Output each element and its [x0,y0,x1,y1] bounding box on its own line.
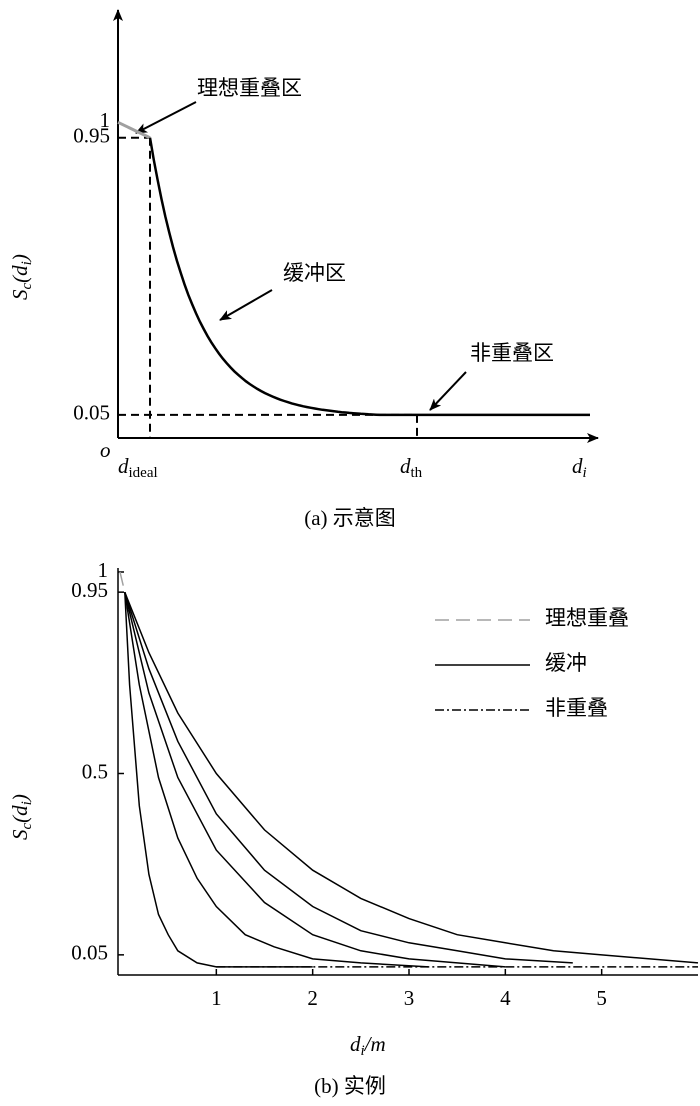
y-tick-label: 0.5 [82,759,108,783]
y-axis-label-part: ) [8,254,32,262]
x-tick-label: 5 [596,986,607,1010]
x-marker-label-part: ideal [129,465,158,481]
legend-label: 非重叠 [545,696,608,720]
annotation: 理想重叠区 [197,76,302,100]
x-axis-label-part: /m [364,1032,386,1056]
y-axis-label-part: (d [8,265,32,283]
y-axis-label-part: ) [8,794,32,802]
x-tick-label: 4 [500,986,511,1010]
x-marker-label: dideal [118,454,158,482]
x-axis-label-part: i [361,1043,365,1059]
series-line [124,592,506,968]
annotation-arrow [135,101,197,134]
x-tick-label: 1 [211,986,222,1010]
y-axis-label-part: i [19,801,35,805]
x-tick-label: 3 [404,986,415,1010]
series-line [124,592,313,968]
x-axis-label: di/m [350,1032,386,1060]
y-tick-label: 1 [98,558,109,582]
x-tick-label: 2 [307,986,318,1010]
x-axis-label: di [572,454,587,482]
y-tick-label: 0.05 [71,941,108,965]
series-line [124,591,573,964]
ideal-segment [117,120,151,140]
y-axis-label-part: c [19,823,35,830]
annotation: 非重叠区 [470,341,554,365]
x-axis-label-part: d [350,1032,361,1056]
caption: (a) 示意图 [304,506,396,530]
y-axis-label-part: (d [8,805,32,823]
y-axis-label: Sc(di) [8,794,36,840]
series-line [124,591,699,964]
annotation-arrow [219,289,273,321]
series-line [124,592,429,968]
x-marker-label: dth [400,454,423,482]
y-axis-label-part: c [19,283,35,290]
y-tick-label: 0.05 [73,401,110,425]
x-marker-label-part: d [400,454,411,478]
legend-label: 缓冲 [545,651,587,675]
caption: (b) 实例 [314,1074,386,1098]
x-marker-label-part: d [118,454,129,478]
y-axis-label-part: S [8,829,32,840]
annotation: 缓冲区 [283,261,346,285]
y-tick-label: 1 [100,108,111,132]
y-axis-label-part: S [8,289,32,300]
x-marker-label-part: th [411,465,423,481]
x-axis-label-part: i [583,465,587,481]
annotation-arrow [429,371,467,411]
buffer-curve [148,137,591,417]
y-axis-label: Sc(di) [8,254,36,300]
y-tick-label: 0.95 [73,124,110,148]
origin-label: o [100,438,111,462]
series-line [119,571,126,593]
legend-label: 理想重叠 [545,606,629,630]
y-tick-label: 0.95 [71,578,108,602]
x-axis-label-part: d [572,454,583,478]
y-axis-label-part: i [19,261,35,265]
